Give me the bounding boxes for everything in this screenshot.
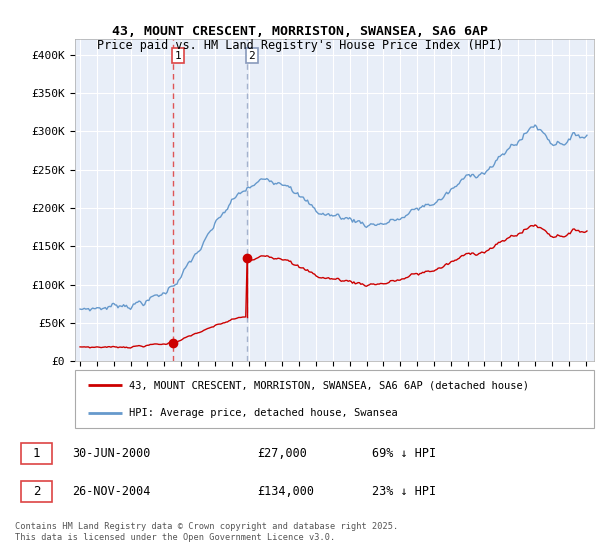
Text: 69% ↓ HPI: 69% ↓ HPI <box>372 447 436 460</box>
Text: 1: 1 <box>175 51 181 60</box>
Text: Price paid vs. HM Land Registry's House Price Index (HPI): Price paid vs. HM Land Registry's House … <box>97 39 503 52</box>
Bar <box>21 481 52 502</box>
Text: £134,000: £134,000 <box>257 485 314 498</box>
Bar <box>21 443 52 464</box>
Text: This data is licensed under the Open Government Licence v3.0.: This data is licensed under the Open Gov… <box>15 533 335 542</box>
Text: 2: 2 <box>33 485 40 498</box>
Text: 43, MOUNT CRESCENT, MORRISTON, SWANSEA, SA6 6AP: 43, MOUNT CRESCENT, MORRISTON, SWANSEA, … <box>112 25 488 38</box>
Text: 26-NOV-2004: 26-NOV-2004 <box>73 485 151 498</box>
Text: 2: 2 <box>248 51 256 60</box>
Text: 30-JUN-2000: 30-JUN-2000 <box>73 447 151 460</box>
Text: HPI: Average price, detached house, Swansea: HPI: Average price, detached house, Swan… <box>130 408 398 418</box>
Text: £27,000: £27,000 <box>257 447 307 460</box>
Text: 23% ↓ HPI: 23% ↓ HPI <box>372 485 436 498</box>
Text: Contains HM Land Registry data © Crown copyright and database right 2025.: Contains HM Land Registry data © Crown c… <box>15 522 398 531</box>
Text: 43, MOUNT CRESCENT, MORRISTON, SWANSEA, SA6 6AP (detached house): 43, MOUNT CRESCENT, MORRISTON, SWANSEA, … <box>130 380 529 390</box>
Text: 1: 1 <box>33 447 40 460</box>
